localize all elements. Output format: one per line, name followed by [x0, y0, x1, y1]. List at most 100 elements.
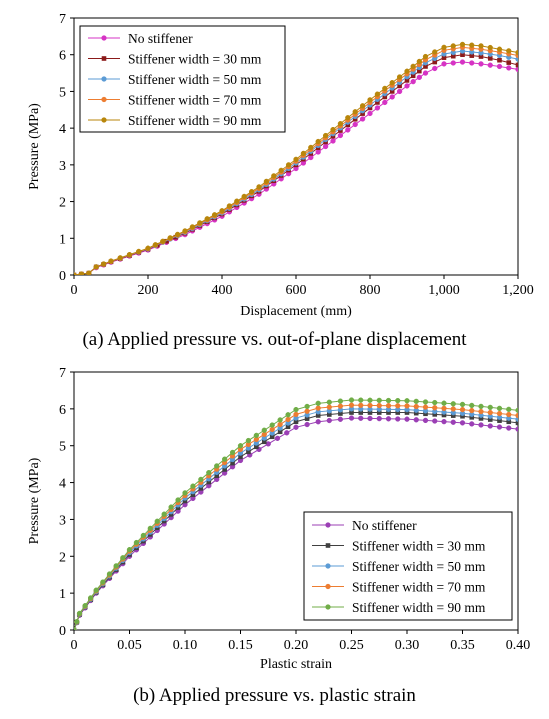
data-point: [389, 80, 395, 86]
data-point: [326, 417, 332, 424]
legend-marker: [101, 76, 107, 82]
data-point: [182, 498, 188, 504]
data-point: [497, 57, 502, 63]
data-point: [374, 105, 381, 111]
data-point: [413, 417, 419, 423]
series-line: [74, 43, 518, 275]
data-point: [308, 154, 314, 161]
data-point: [326, 404, 332, 410]
legend-marker: [101, 35, 107, 41]
data-point: [352, 116, 358, 122]
data-point: [285, 416, 291, 423]
x-tick-label: 400: [212, 283, 233, 298]
legend-box: [303, 511, 513, 621]
x-tick-label: 0.30: [395, 638, 420, 653]
data-point: [515, 66, 518, 73]
chart-panel-b: 0 1 2 3 4 5 6 7 0 0.05 0.10 0.15 0.20 0.25 0.30 0.35 0.4…: [0, 362, 549, 719]
y-tick-label: 2: [59, 550, 66, 565]
data-point: [86, 270, 92, 275]
data-point: [413, 403, 419, 410]
data-point: [93, 587, 99, 593]
data-point: [459, 406, 466, 413]
data-point: [284, 430, 290, 436]
legend-entry: No stiffener: [352, 518, 417, 533]
data-point: [269, 434, 275, 440]
data-point: [168, 504, 174, 510]
data-point: [360, 111, 365, 116]
data-point: [253, 432, 260, 439]
data-point: [478, 54, 484, 59]
data-point: [100, 261, 107, 267]
legend-entry: Stiffener width = 90 mm: [128, 113, 262, 128]
series-5: [74, 397, 518, 630]
data-point: [78, 271, 85, 275]
legend-marker: [325, 522, 331, 528]
data-point: [410, 78, 416, 85]
data-point: [293, 156, 299, 163]
data-point: [182, 228, 188, 234]
legend-marker: [325, 543, 331, 548]
data-point: [404, 398, 410, 404]
data-point: [506, 411, 512, 418]
data-point: [469, 42, 475, 48]
data-point: [450, 401, 456, 407]
data-point: [248, 189, 255, 195]
data-point: [337, 121, 344, 127]
data-point: [147, 525, 153, 532]
data-point: [348, 415, 355, 421]
data-point: [175, 497, 181, 503]
data-point: [515, 412, 518, 419]
data-point: [487, 409, 493, 416]
data-point: [304, 421, 310, 428]
data-point: [348, 397, 355, 403]
data-point: [450, 53, 456, 59]
data-point: [386, 410, 391, 415]
data-point: [432, 65, 438, 72]
data-point: [358, 415, 364, 421]
data-point: [385, 397, 392, 404]
data-point: [413, 398, 419, 405]
data-point: [432, 49, 438, 55]
data-point: [106, 571, 113, 577]
data-point: [349, 410, 354, 415]
data-point: [285, 412, 291, 418]
data-point: [278, 167, 284, 174]
legend-entry: Stiffener width = 50 mm: [128, 72, 262, 87]
x-tick-label: 0.35: [450, 638, 475, 653]
data-point: [515, 62, 518, 68]
data-point: [315, 138, 321, 145]
data-point: [211, 212, 218, 218]
y-tick-label: 6: [59, 49, 66, 64]
data-point: [337, 132, 344, 139]
data-point: [404, 410, 410, 415]
data-point: [515, 426, 518, 432]
data-point: [315, 149, 321, 155]
data-point: [304, 416, 310, 421]
data-point: [190, 492, 196, 497]
data-point: [469, 421, 475, 427]
data-point: [450, 406, 456, 412]
data-point: [315, 419, 321, 425]
data-point: [441, 412, 447, 418]
data-point: [237, 443, 244, 449]
data-point: [285, 162, 292, 168]
y-tick-label: 7: [59, 12, 66, 27]
data-point: [441, 405, 447, 412]
data-point: [226, 203, 233, 209]
data-point: [506, 419, 512, 425]
y-axis-label: Pressure (MPa): [27, 457, 42, 544]
data-point: [459, 59, 466, 65]
data-point: [376, 402, 382, 409]
data-point: [190, 483, 196, 489]
data-point: [322, 132, 329, 139]
x-tick-label: 1,000: [428, 283, 460, 298]
data-point: [469, 407, 475, 414]
data-point: [422, 53, 429, 60]
data-point: [506, 406, 512, 412]
data-point: [422, 417, 429, 424]
legend-marker: [325, 604, 331, 610]
chart-a-svg: 0 1 2 3 4 5 6 7 0 200 400 600 800 1,000 1,200 Displacem…: [27, 12, 534, 319]
data-point: [422, 404, 429, 410]
data-point: [113, 563, 119, 569]
y-tick-label: 2: [59, 196, 66, 211]
